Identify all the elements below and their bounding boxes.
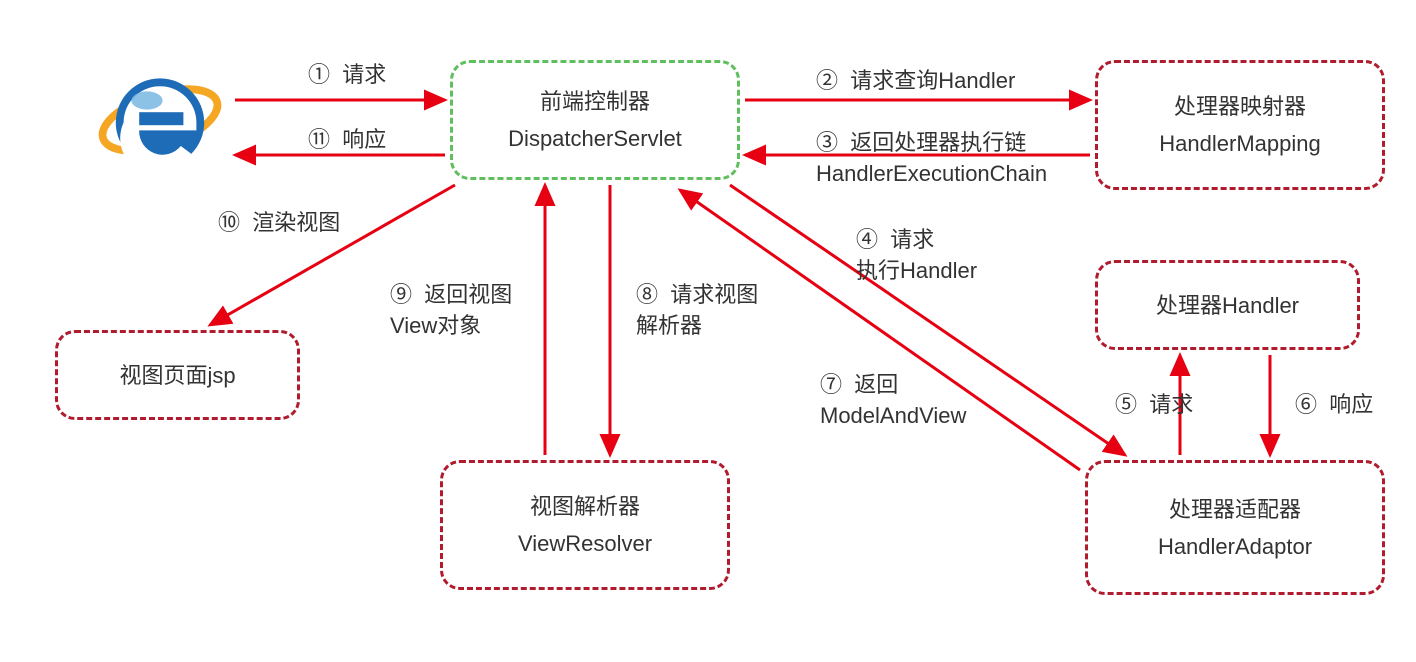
edge-text: 响应 <box>1329 392 1373 417</box>
edge-num: ⑥ <box>1295 392 1317 417</box>
edge-num: ① <box>308 62 330 87</box>
node-handler-mapping: 处理器映射器 HandlerMapping <box>1095 60 1385 190</box>
edge-subtext: 解析器 <box>636 311 758 342</box>
node-title: 视图解析器 <box>530 490 640 523</box>
node-subtitle: HandlerMapping <box>1159 127 1320 160</box>
edge-num: ⑩ <box>218 210 240 235</box>
edge-text: 请求 <box>342 62 386 87</box>
edge-label-2: ② 请求查询Handler <box>816 66 1015 97</box>
edge-num: ② <box>816 68 838 93</box>
edge-label-11: ⑪ 响应 <box>308 125 386 156</box>
edge-subtext: 执行Handler <box>856 256 977 287</box>
edge-label-1: ① 请求 <box>308 60 386 91</box>
edge-text: 请求 <box>890 227 934 252</box>
node-handler: 处理器Handler <box>1095 260 1360 350</box>
node-title: 处理器适配器 <box>1169 493 1301 526</box>
edge-subtext: ModelAndView <box>820 401 966 432</box>
edge-subtext: View对象 <box>390 311 512 342</box>
node-subtitle: ViewResolver <box>518 527 652 560</box>
edge-label-9: ⑨ 返回视图 View对象 <box>390 280 512 342</box>
edge-text: 请求视图 <box>670 282 758 307</box>
edge-label-7: ⑦ 返回 ModelAndView <box>820 370 966 432</box>
edge-num: ⑦ <box>820 372 842 397</box>
node-title: 前端控制器 <box>540 85 650 118</box>
edge-num: ⑪ <box>308 127 330 152</box>
edge-text: 响应 <box>342 127 386 152</box>
edge-label-4: ④ 请求 执行Handler <box>856 225 977 287</box>
edge-text: 请求查询Handler <box>850 68 1015 93</box>
edge-label-6: ⑥ 响应 <box>1295 390 1373 421</box>
node-subtitle: HandlerAdaptor <box>1158 530 1312 563</box>
node-dispatcher-servlet: 前端控制器 DispatcherServlet <box>450 60 740 180</box>
edge-num: ⑤ <box>1115 392 1137 417</box>
node-handler-adaptor: 处理器适配器 HandlerAdaptor <box>1085 460 1385 595</box>
edge-num: ④ <box>856 227 878 252</box>
edge-text: 返回处理器执行链 <box>850 130 1026 155</box>
edge-num: ⑨ <box>390 282 412 307</box>
edge-label-3: ③ 返回处理器执行链 HandlerExecutionChain <box>816 128 1047 190</box>
edge-label-10: ⑩ 渲染视图 <box>218 208 340 239</box>
edge-text: 返回视图 <box>424 282 512 307</box>
edge-num: ⑧ <box>636 282 658 307</box>
edge-text: 渲染视图 <box>252 210 340 235</box>
edge-text: 返回 <box>854 372 898 397</box>
node-jsp: 视图页面jsp <box>55 330 300 420</box>
edge-num: ③ <box>816 130 838 155</box>
node-title: 处理器Handler <box>1156 289 1299 322</box>
browser-icon <box>95 55 225 185</box>
node-view-resolver: 视图解析器 ViewResolver <box>440 460 730 590</box>
edge-label-5: ⑤ 请求 <box>1115 390 1193 421</box>
edge-label-8: ⑧ 请求视图 解析器 <box>636 280 758 342</box>
node-title: 视图页面jsp <box>119 359 235 392</box>
node-title: 处理器映射器 <box>1174 90 1306 123</box>
edge-subtext: HandlerExecutionChain <box>816 159 1047 190</box>
edge-text: 请求 <box>1149 392 1193 417</box>
node-subtitle: DispatcherServlet <box>508 122 682 155</box>
